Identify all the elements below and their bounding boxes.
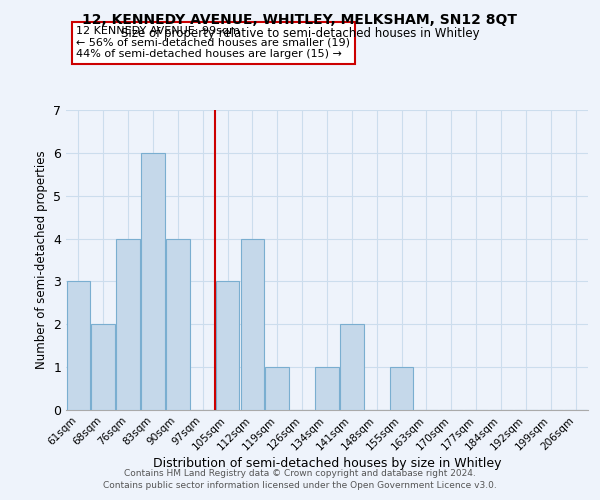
Bar bbox=[166, 238, 190, 410]
Bar bbox=[216, 282, 239, 410]
Text: Contains public sector information licensed under the Open Government Licence v3: Contains public sector information licen… bbox=[103, 481, 497, 490]
Bar bbox=[67, 282, 90, 410]
Text: 12, KENNEDY AVENUE, WHITLEY, MELKSHAM, SN12 8QT: 12, KENNEDY AVENUE, WHITLEY, MELKSHAM, S… bbox=[83, 12, 517, 26]
Bar bbox=[265, 367, 289, 410]
Bar bbox=[116, 238, 140, 410]
Text: Size of property relative to semi-detached houses in Whitley: Size of property relative to semi-detach… bbox=[121, 28, 479, 40]
Bar bbox=[141, 153, 165, 410]
X-axis label: Distribution of semi-detached houses by size in Whitley: Distribution of semi-detached houses by … bbox=[153, 458, 501, 470]
Text: 12 KENNEDY AVENUE: 99sqm
← 56% of semi-detached houses are smaller (19)
44% of s: 12 KENNEDY AVENUE: 99sqm ← 56% of semi-d… bbox=[76, 26, 350, 59]
Y-axis label: Number of semi-detached properties: Number of semi-detached properties bbox=[35, 150, 47, 370]
Text: Contains HM Land Registry data © Crown copyright and database right 2024.: Contains HM Land Registry data © Crown c… bbox=[124, 468, 476, 477]
Bar bbox=[315, 367, 339, 410]
Bar bbox=[241, 238, 264, 410]
Bar bbox=[91, 324, 115, 410]
Bar bbox=[340, 324, 364, 410]
Bar bbox=[390, 367, 413, 410]
